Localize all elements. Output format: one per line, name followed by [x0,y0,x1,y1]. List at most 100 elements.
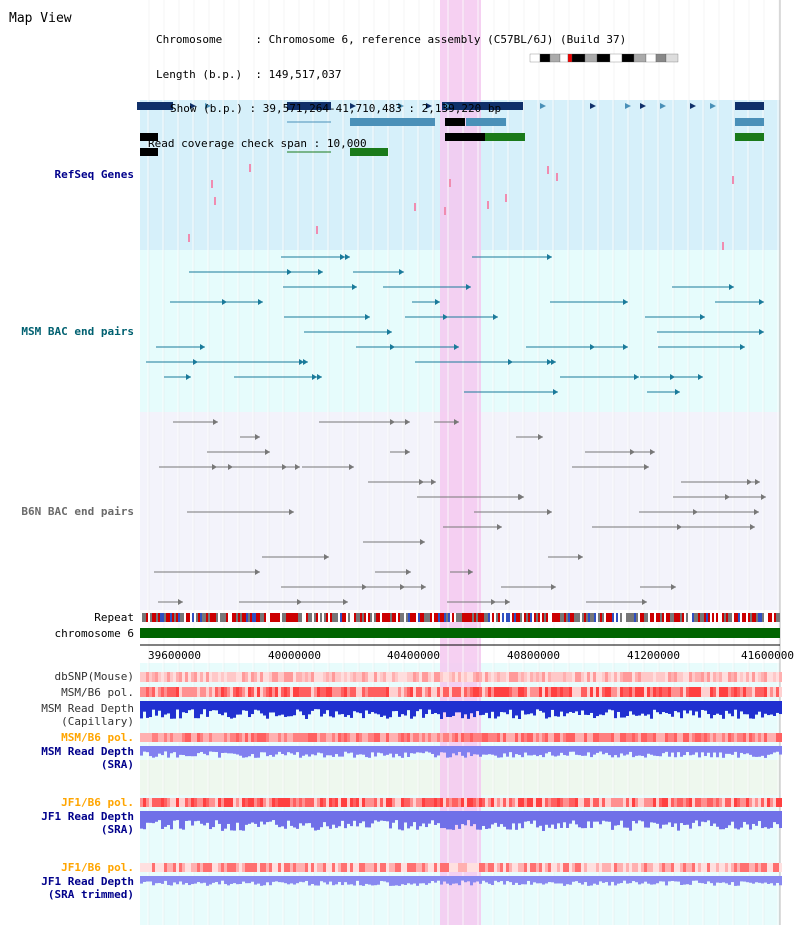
depth-bar [467,811,470,821]
bac-pair-end [419,479,424,485]
heat-cell [620,672,623,682]
heat-cell [326,672,329,682]
heat-cell [248,798,251,807]
heat-cell [263,798,266,807]
depth-bar [389,701,392,718]
heat-cell [437,672,440,682]
heat-cell [596,733,599,742]
repeat-mark [718,613,720,622]
heat-cell [347,798,350,807]
depth-bar [680,746,683,757]
track-label-b6n-bac[interactable]: B6N BAC end pairs [21,505,134,518]
heat-cell [305,798,308,807]
repeat-mark [426,613,428,622]
heat-cell [638,733,641,742]
heat-cell [368,687,371,697]
repeat-mark [386,613,388,622]
depth-bar [425,701,428,715]
heat-cell [728,863,731,872]
depth-bar [443,811,446,829]
repeat-mark [244,613,246,622]
depth-bar [395,811,398,821]
heat-cell [767,733,770,742]
depth-bar [557,701,560,717]
repeat-mark [440,613,442,622]
heat-cell [383,798,386,807]
depth-bar [521,701,524,711]
depth-bar [467,701,470,719]
heat-cell [752,733,755,742]
repeat-mark [748,613,750,622]
heat-cell [203,798,206,807]
heat-cell [170,798,173,807]
heat-cell [215,863,218,872]
heat-cell [257,798,260,807]
depth-bar [218,701,221,714]
depth-bar [269,876,272,886]
heat-cell [656,687,659,697]
depth-bar [269,701,272,713]
heat-cell [443,687,446,697]
heat-cell [215,672,218,682]
depth-bar [752,701,755,719]
heat-cell [218,798,221,807]
depth-bar [374,701,377,714]
heat-cell [452,863,455,872]
heat-cell [356,733,359,742]
repeat-mark [632,613,634,622]
heat-cell [443,863,446,872]
heat-cell [368,863,371,872]
depth-bar [749,701,752,719]
bac-pair-end [228,464,233,470]
heat-cell [503,687,506,697]
depth-bar [701,811,704,822]
depth-bar [653,876,656,885]
depth-bar [470,701,473,714]
depth-bar [188,811,191,821]
repeat-mark [252,613,254,622]
track-label-chromosome: chromosome 6 [54,627,134,640]
heat-cell [272,687,275,697]
depth-bar [332,876,335,886]
heat-cell [536,672,539,682]
depth-bar [767,811,770,829]
depth-bar [542,811,545,831]
depth-bar [164,701,167,715]
repeat-mark [580,613,582,622]
heat-cell [776,672,779,682]
repeat-mark [366,613,368,622]
depth-bar [491,746,494,755]
track-label-msm-bac[interactable]: MSM BAC end pairs [21,325,134,338]
heat-cell [626,733,629,742]
repeat-mark [758,613,760,622]
heat-cell [563,863,566,872]
depth-bar [395,701,398,712]
depth-bar [650,701,653,719]
depth-bar [626,701,629,716]
depth-bar [215,811,218,821]
heat-cell [539,863,542,872]
heat-cell [233,798,236,807]
depth-bar [260,876,263,886]
repeat-mark [622,613,624,622]
depth-bar [449,811,452,830]
heat-cell [497,798,500,807]
heat-cell [503,863,506,872]
bac-pair-end [754,509,759,515]
depth-bar [386,876,389,883]
track-label-refseq[interactable]: RefSeq Genes [54,168,134,181]
heat-cell [581,863,584,872]
heat-cell [689,863,692,872]
heat-cell [578,672,581,682]
heat-cell [494,672,497,682]
depth-bar [503,876,506,885]
depth-bar [656,746,659,757]
heat-cell [461,733,464,742]
heat-cell [206,672,209,682]
depth-bar [296,701,299,710]
repeat-mark [224,613,226,622]
repeat-mark [212,613,214,622]
depth-bar [692,746,695,755]
depth-bar [695,811,698,821]
heat-cell [704,863,707,872]
